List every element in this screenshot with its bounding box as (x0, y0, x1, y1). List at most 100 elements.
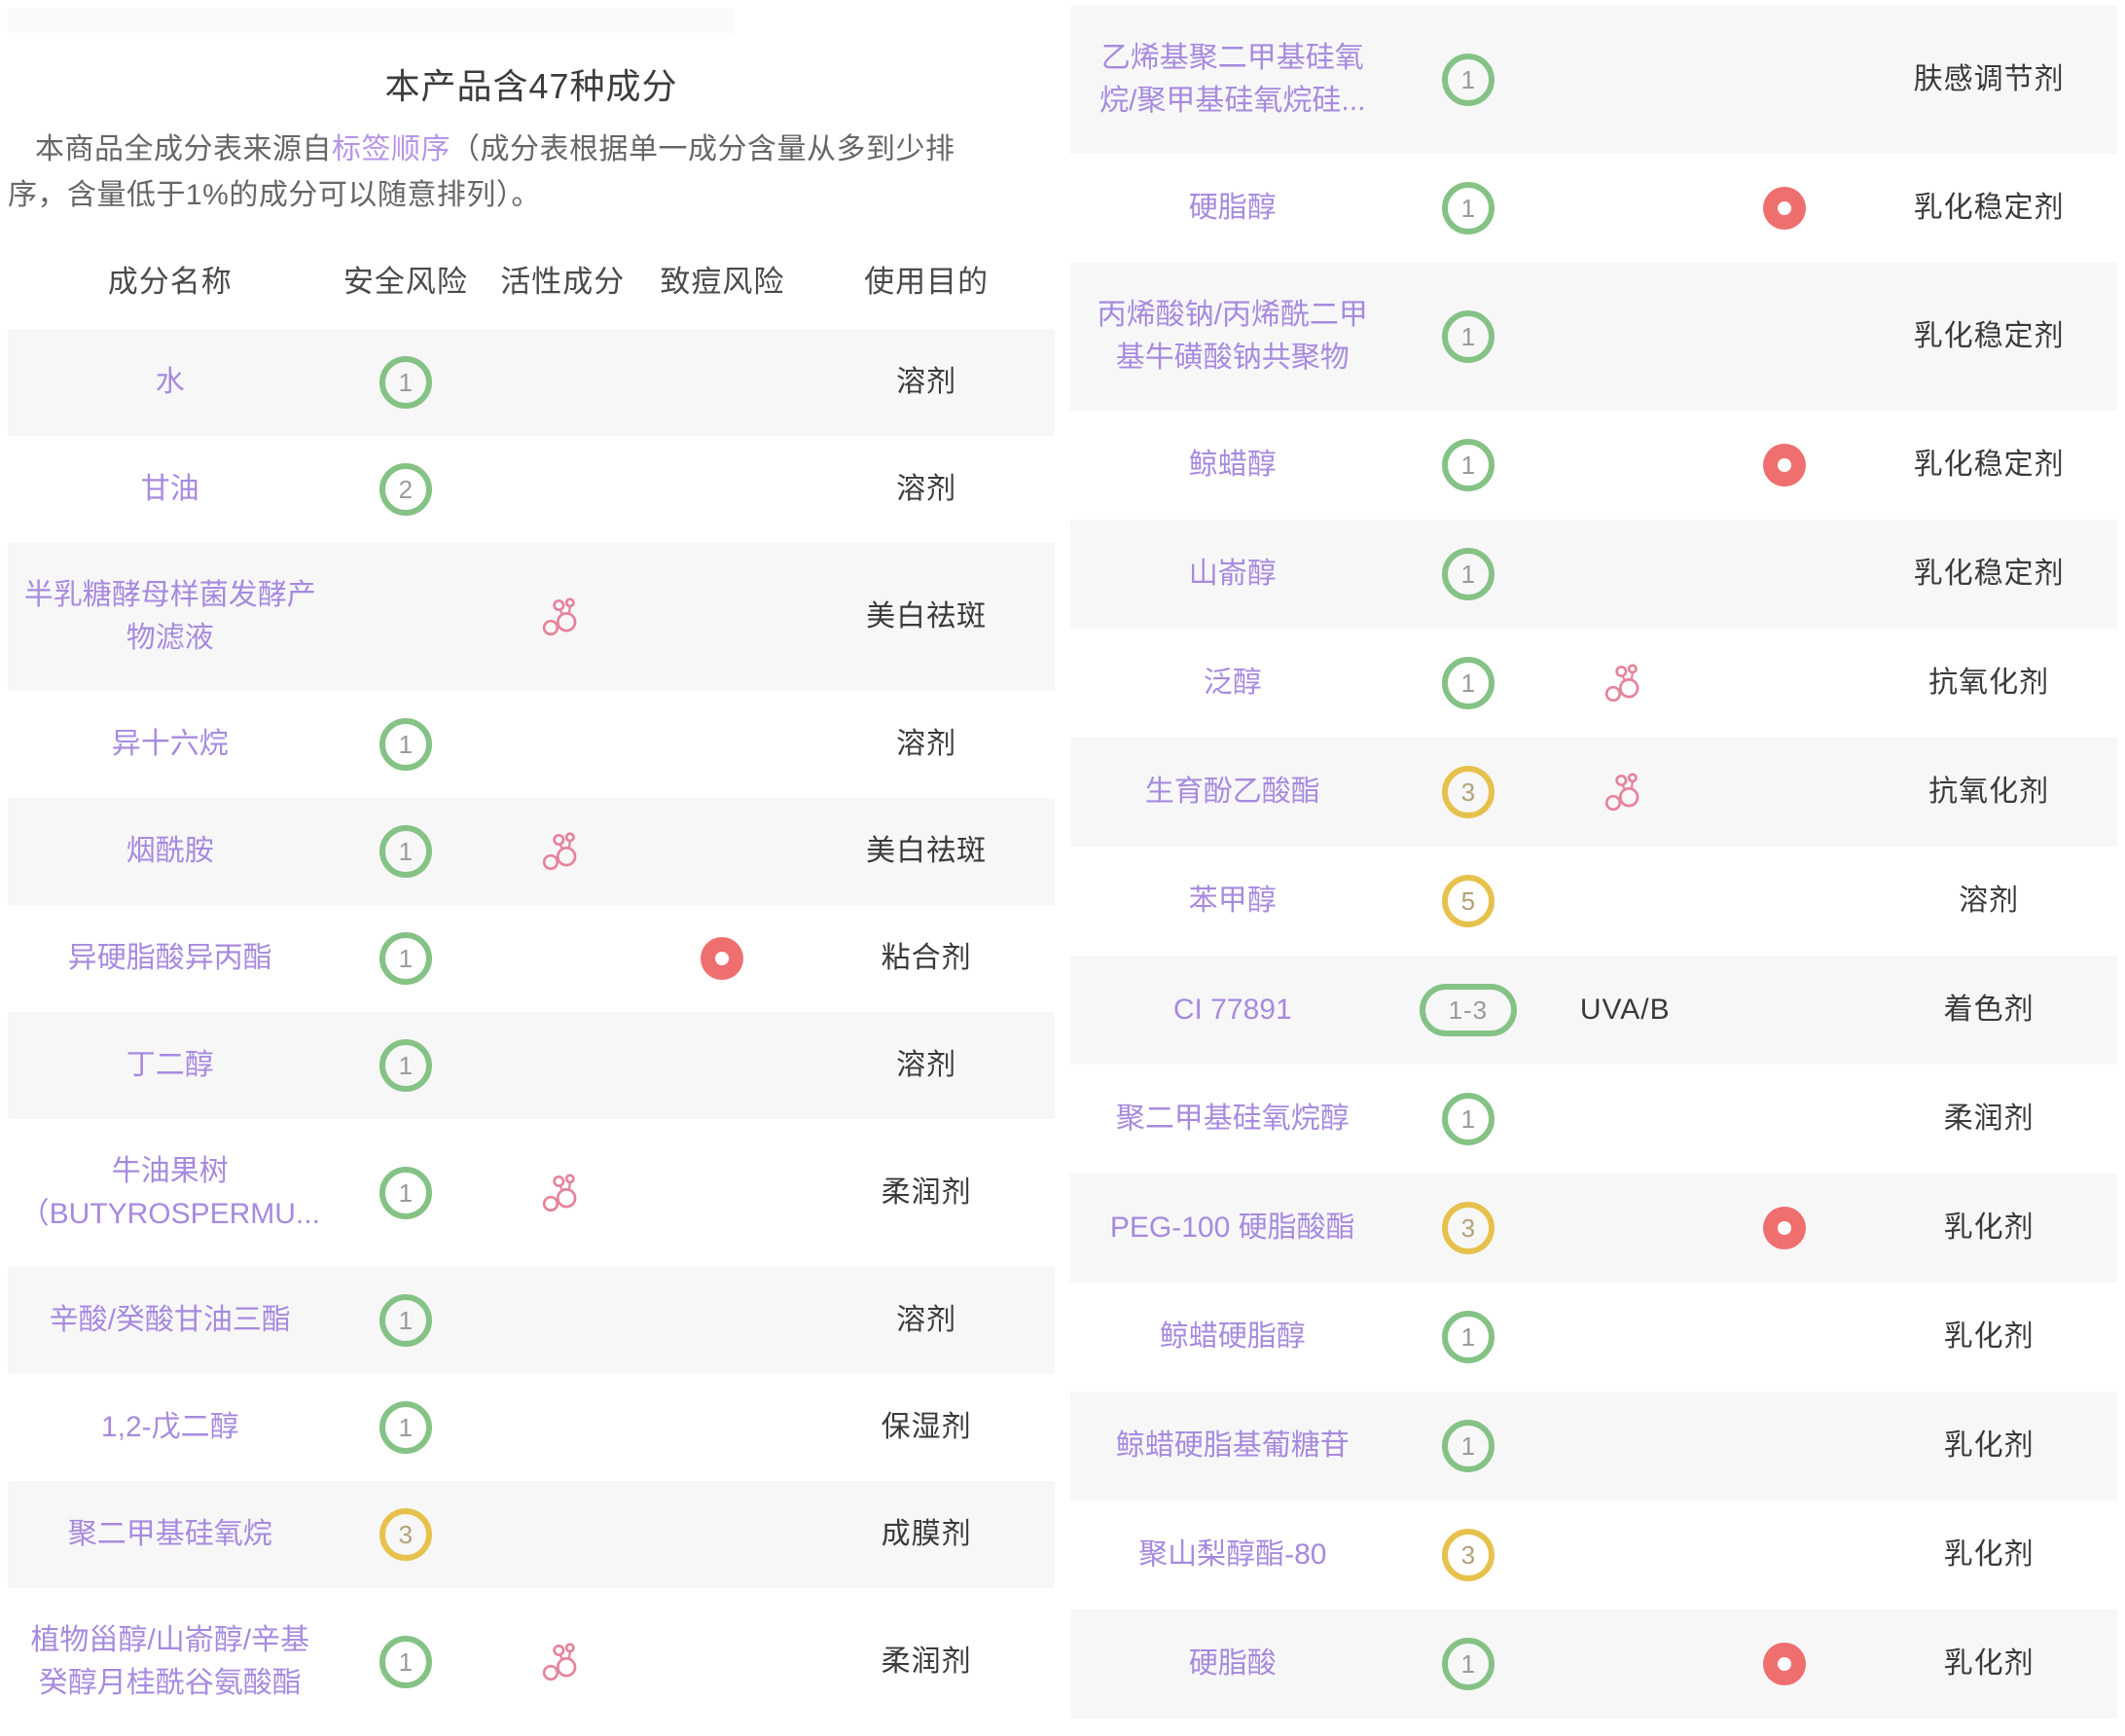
safety-risk-badge: 1 (1441, 1093, 1495, 1145)
ingredient-row[interactable]: 硬脂醇 1 乳化稳定剂 (1070, 154, 2117, 263)
safety-risk-cell: 1 (1395, 1420, 1542, 1472)
ingredient-name-link[interactable]: 1,2-戊二醇 (100, 1411, 239, 1443)
ingredient-row[interactable]: 生育酚乙酸酯 3 抗氧化剂 (1070, 738, 2117, 847)
ingredient-row[interactable]: 鲸蜡硬脂醇 1 乳化剂 (1070, 1283, 2117, 1392)
active-ingredient-molecule-icon (543, 832, 577, 871)
ingredient-row[interactable]: 泛醇 1 抗氧化剂 (1070, 629, 2117, 738)
ingredient-row[interactable]: 半乳糖酵母样菌发酵产 物滤液 美白祛斑 (8, 543, 1055, 691)
ingredient-row[interactable]: 聚二甲基硅氧烷 3 成膜剂 (8, 1481, 1055, 1588)
ingredient-row[interactable]: 植物甾醇/山嵛醇/辛基 癸醇月桂酰谷氨酸酯 1 柔润剂 (8, 1588, 1055, 1736)
ingredient-row[interactable]: 乙烯基聚二甲基硅氧 烷/聚甲基硅氧烷硅... 1 肤感调节剂 (1070, 6, 2117, 154)
purpose-label: 柔润剂 (881, 1176, 972, 1209)
safety-risk-cell: 1 (1395, 182, 1542, 235)
ingredient-row[interactable]: PEG-100 硬脂酸酯 3 乳化剂 (1070, 1174, 2117, 1283)
ingredient-name-link[interactable]: 植物甾醇/山嵛醇/辛基 癸醇月桂酰谷氨酸酯 (30, 1624, 310, 1699)
acne-risk-icon (1763, 1207, 1807, 1249)
ingredient-name-link[interactable]: 乙烯基聚二甲基硅氧 烷/聚甲基硅氧烷硅... (1099, 42, 1366, 117)
ingredient-name-cell: 苯甲醇 (1070, 880, 1395, 922)
ingredient-row[interactable]: 聚山梨醇酯-80 3 乳化剂 (1070, 1501, 2117, 1609)
ingredient-row[interactable]: 烟酰胺 1 美白祛斑 (8, 798, 1055, 905)
safety-risk-badge: 1 (1441, 439, 1495, 491)
safety-risk-badge: 1 (378, 1167, 432, 1219)
label-order-link[interactable]: 标签顺序 (332, 133, 450, 165)
ingredient-name-link[interactable]: 生育酚乙酸酯 (1144, 776, 1320, 808)
ingredient-name-link[interactable]: 辛酸/癸酸甘油三酯 (49, 1304, 291, 1336)
ingredient-name-link[interactable]: 牛油果树 （BUTYROSPERMU... (19, 1155, 320, 1230)
purpose-label: 柔润剂 (881, 1646, 972, 1678)
usage-purpose-cell: 溶剂 (1860, 881, 2117, 922)
ingredient-row[interactable]: 鲸蜡硬脂基葡糖苷 1 乳化剂 (1070, 1392, 2117, 1501)
ingredient-name-link[interactable]: 聚二甲基硅氧烷醇 (1115, 1103, 1350, 1135)
safety-risk-badge: 2 (378, 463, 432, 516)
ingredient-row[interactable]: 1,2-戊二醇 1 保湿剂 (8, 1374, 1055, 1481)
safety-risk-badge: 1 (1441, 657, 1495, 709)
usage-purpose-cell: 抗氧化剂 (1860, 772, 2117, 813)
ingredient-name-link[interactable]: 硬脂醇 (1188, 192, 1277, 224)
ingredient-name-link[interactable]: 甘油 (140, 473, 199, 505)
ingredient-row[interactable]: 丙烯酸钠/丙烯酰二甲 基牛磺酸钠共聚物 1 乳化稳定剂 (1070, 263, 2117, 411)
purpose-label: 乳化剂 (1943, 1538, 2035, 1571)
ingredient-name-link[interactable]: 聚山梨醇酯-80 (1138, 1538, 1327, 1571)
safety-risk-badge: 3 (378, 1508, 432, 1561)
description-text: （成分表根据单一成分含量从多到少排序，含量低于1%的成分可以随意排列）。 (8, 133, 955, 211)
usage-purpose-cell: 乳化稳定剂 (1860, 445, 2117, 486)
usage-purpose-cell: 溶剂 (798, 362, 1055, 403)
ingredient-row[interactable]: 牛油果树 （BUTYROSPERMU... 1 柔润剂 (8, 1119, 1055, 1267)
safety-risk-cell: 1 (1395, 439, 1542, 491)
acne-risk-icon (1763, 1643, 1807, 1685)
usage-purpose-cell: 乳化剂 (1860, 1535, 2117, 1575)
ingredient-row[interactable]: 丁二醇 1 溶剂 (8, 1012, 1055, 1119)
active-ingredient-cell (479, 828, 646, 875)
ingredient-name-link[interactable]: 异十六烷 (111, 728, 229, 760)
ingredient-name-link[interactable]: CI 77891 (1172, 994, 1292, 1026)
ingredient-row[interactable]: CI 77891 1-3 UVA/B 着色剂 (1070, 956, 2117, 1065)
safety-risk-badge: 1 (378, 932, 432, 985)
ingredient-name-link[interactable]: 硬脂酸 (1188, 1647, 1277, 1680)
ingredient-row[interactable]: 鲸蜡醇 1 乳化稳定剂 (1070, 411, 2117, 520)
safety-risk-badge: 1 (378, 356, 432, 409)
usage-purpose-cell: 乳化剂 (1860, 1317, 2117, 1357)
ingredient-row[interactable]: 甘油 2 溶剂 (8, 436, 1055, 543)
safety-risk-cell: 1 (333, 932, 480, 985)
ingredient-name-link[interactable]: 异硬脂酸异丙酯 (67, 942, 272, 974)
ingredient-name-link[interactable]: 丁二醇 (126, 1049, 214, 1081)
safety-risk-badge: 1 (1441, 1311, 1495, 1363)
ingredient-row[interactable]: 苯甲醇 5 溶剂 (1070, 847, 2117, 956)
purpose-label: 乳化稳定剂 (1913, 320, 2065, 352)
ingredient-name-link[interactable]: 泛醇 (1203, 667, 1262, 699)
ingredient-name-cell: 聚二甲基硅氧烷醇 (1070, 1098, 1395, 1140)
ingredient-row[interactable]: 辛酸/癸酸甘油三酯 1 溶剂 (8, 1267, 1055, 1374)
active-ingredient-molecule-icon (1605, 664, 1639, 703)
ingredient-name-link[interactable]: 丙烯酸钠/丙烯酰二甲 基牛磺酸钠共聚物 (1097, 299, 1368, 374)
ingredient-name-link[interactable]: 聚二甲基硅氧烷 (67, 1518, 272, 1550)
ingredient-name-link[interactable]: 苯甲醇 (1188, 885, 1277, 917)
ingredient-name-link[interactable]: PEG-100 硬脂酸酯 (1109, 1212, 1355, 1244)
usage-purpose-cell: 柔润剂 (1860, 1099, 2117, 1139)
ingredient-name-link[interactable]: 山嵛醇 (1188, 558, 1277, 590)
ingredient-name-link[interactable]: 水 (155, 366, 185, 398)
ingredient-row[interactable]: 山嵛醇 1 乳化稳定剂 (1070, 520, 2117, 629)
ingredient-name-link[interactable]: 烟酰胺 (126, 835, 214, 867)
safety-risk-badge: 1 (1441, 1420, 1495, 1472)
ingredient-name-link[interactable]: 半乳糖酵母样菌发酵产 物滤液 (23, 579, 316, 654)
safety-risk-badge: 1-3 (1419, 984, 1517, 1036)
ingredient-name-cell: 植物甾醇/山嵛醇/辛基 癸醇月桂酰谷氨酸酯 (8, 1619, 333, 1705)
usage-purpose-cell: 着色剂 (1860, 990, 2117, 1031)
description-text: 本商品全成分表来源自 (35, 133, 332, 165)
usage-purpose-cell: 美白祛斑 (798, 831, 1055, 872)
purpose-label: 溶剂 (896, 366, 957, 398)
usage-purpose-cell: 乳化稳定剂 (1860, 554, 2117, 595)
ingredient-row[interactable]: 硬脂酸 1 乳化剂 (1070, 1609, 2117, 1718)
ingredient-row[interactable]: 聚二甲基硅氧烷醇 1 柔润剂 (1070, 1065, 2117, 1174)
safety-risk-cell: 3 (1395, 1202, 1542, 1254)
ingredient-name-link[interactable]: 鲸蜡醇 (1188, 449, 1277, 481)
ingredient-row[interactable]: 异硬脂酸异丙酯 1 粘合剂 (8, 905, 1055, 1012)
ingredient-row[interactable]: 水 1 溶剂 (8, 329, 1055, 436)
active-ingredient-molecule-icon (1605, 773, 1639, 812)
ingredient-name-link[interactable]: 鲸蜡硬脂基葡糖苷 (1115, 1429, 1350, 1462)
ingredient-name-cell: 聚山梨醇酯-80 (1070, 1534, 1395, 1576)
safety-risk-cell: 1 (1395, 1638, 1542, 1690)
ingredient-name-cell: 山嵛醇 (1070, 553, 1395, 596)
ingredient-name-link[interactable]: 鲸蜡硬脂醇 (1159, 1320, 1306, 1353)
ingredient-row[interactable]: 异十六烷 1 溶剂 (8, 691, 1055, 798)
